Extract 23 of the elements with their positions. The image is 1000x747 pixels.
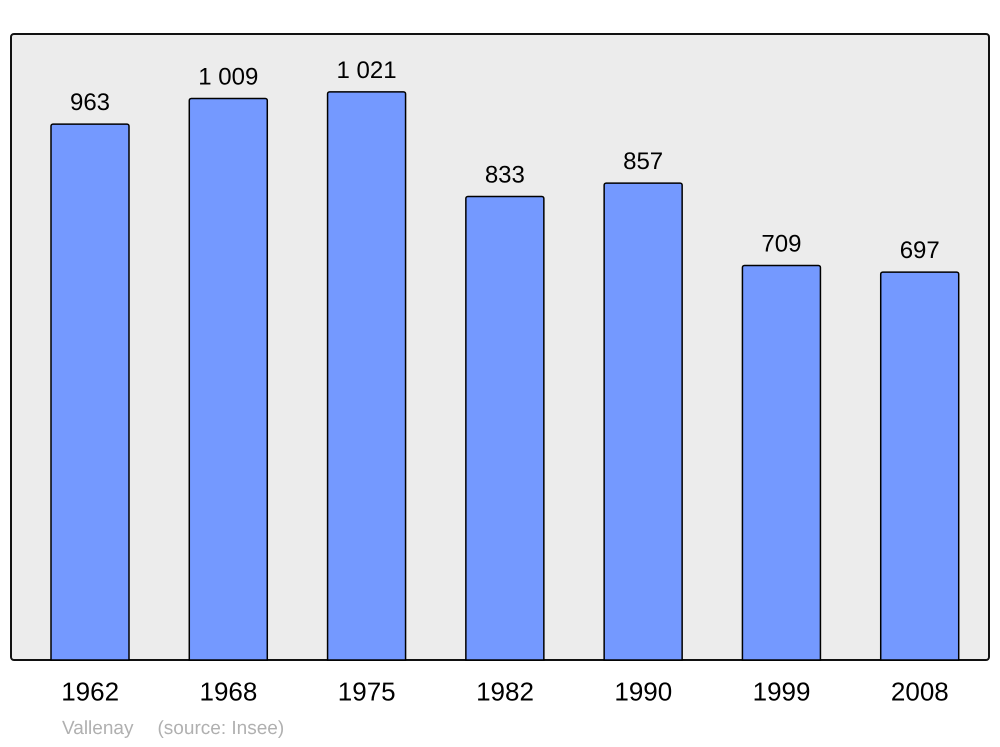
text: Vallenay	[62, 718, 134, 740]
x-tick-label: 1982	[476, 676, 534, 706]
bar	[50, 123, 130, 661]
data-label: 833	[484, 161, 525, 188]
data-label: 963	[70, 89, 110, 116]
bar	[603, 182, 683, 661]
data-label: 1 009	[198, 63, 258, 90]
x-tick-label: 1990	[614, 676, 672, 706]
text: (source: Insee)	[157, 718, 284, 740]
bar	[188, 98, 268, 661]
data-label: 709	[761, 230, 802, 258]
bar	[742, 264, 822, 661]
x-tick-label: 1975	[338, 676, 396, 706]
x-tick-label: 1962	[61, 676, 120, 706]
x-tick-label: 2008	[890, 676, 949, 706]
data-label: 1 021	[336, 56, 397, 84]
data-label: 697	[900, 237, 940, 264]
data-label: 857	[623, 148, 664, 176]
bar	[465, 196, 545, 661]
bar	[326, 91, 406, 661]
x-tick-label: 1968	[200, 676, 258, 706]
x-tick-label: 1999	[752, 676, 810, 706]
bar	[880, 271, 960, 661]
